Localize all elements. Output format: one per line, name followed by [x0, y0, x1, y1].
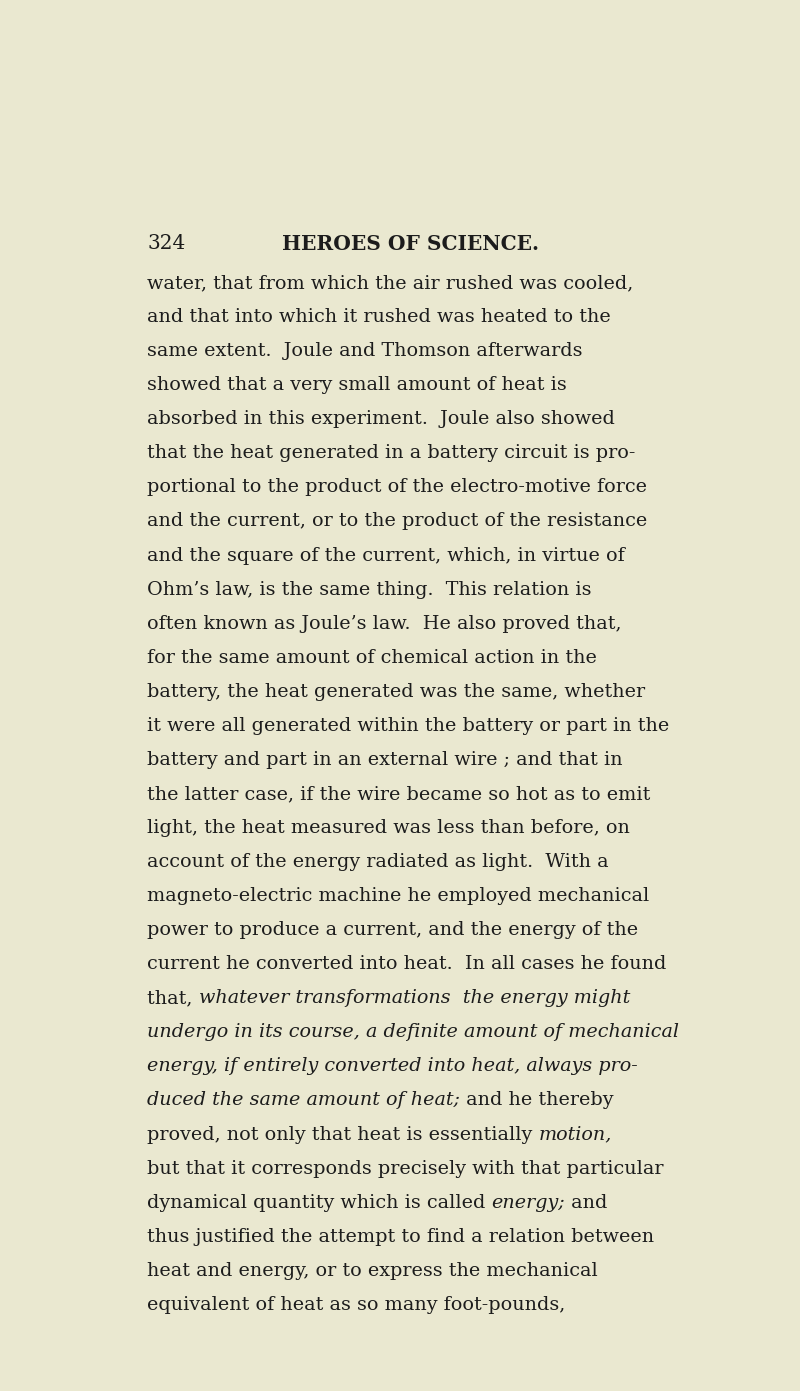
Text: and the square of the current, which, in virtue of: and the square of the current, which, in… — [147, 547, 625, 565]
Text: it were all generated within the battery or part in the: it were all generated within the battery… — [147, 716, 670, 734]
Text: and that into which it rushed was heated to the: and that into which it rushed was heated… — [147, 307, 611, 325]
Text: Ohm’s law, is the same thing.  This relation is: Ohm’s law, is the same thing. This relat… — [147, 580, 592, 598]
Text: that,: that, — [147, 989, 198, 1007]
Text: that the heat generated in a battery circuit is pro-: that the heat generated in a battery cir… — [147, 444, 635, 462]
Text: and: and — [566, 1193, 608, 1212]
Text: portional to the product of the electro-motive force: portional to the product of the electro-… — [147, 479, 647, 497]
Text: water, that from which the air rushed was cooled,: water, that from which the air rushed wa… — [147, 274, 634, 292]
Text: motion,: motion, — [538, 1125, 612, 1143]
Text: proved, not only that heat is essentially: proved, not only that heat is essentiall… — [147, 1125, 538, 1143]
Text: often known as Joule’s law.  He also proved that,: often known as Joule’s law. He also prov… — [147, 615, 622, 633]
Text: dynamical quantity which is called: dynamical quantity which is called — [147, 1193, 492, 1212]
Text: thus justified the attempt to find a relation between: thus justified the attempt to find a rel… — [147, 1228, 654, 1246]
Text: battery, the heat generated was the same, whether: battery, the heat generated was the same… — [147, 683, 646, 701]
Text: and the current, or to the product of the resistance: and the current, or to the product of th… — [147, 512, 647, 530]
Text: heat and energy, or to express the mechanical: heat and energy, or to express the mecha… — [147, 1262, 598, 1280]
Text: 324: 324 — [147, 235, 186, 253]
Text: and he thereby: and he thereby — [460, 1092, 614, 1110]
Text: energy, if entirely converted into heat, always pro-: energy, if entirely converted into heat,… — [147, 1057, 638, 1075]
Text: current he converted into heat.  In all cases he found: current he converted into heat. In all c… — [147, 956, 666, 974]
Text: showed that a very small amount of heat is: showed that a very small amount of heat … — [147, 376, 567, 394]
Text: but that it corresponds precisely with that particular: but that it corresponds precisely with t… — [147, 1160, 664, 1178]
Text: duced the same amount of heat;: duced the same amount of heat; — [147, 1092, 460, 1110]
Text: absorbed in this experiment.  Joule also showed: absorbed in this experiment. Joule also … — [147, 410, 615, 428]
Text: power to produce a current, and the energy of the: power to produce a current, and the ener… — [147, 921, 638, 939]
Text: same extent.  Joule and Thomson afterwards: same extent. Joule and Thomson afterward… — [147, 342, 582, 360]
Text: energy;: energy; — [492, 1193, 566, 1212]
Text: magneto-electric machine he employed mechanical: magneto-electric machine he employed mec… — [147, 887, 650, 906]
Text: account of the energy radiated as light.  With a: account of the energy radiated as light.… — [147, 853, 609, 871]
Text: whatever transformations  the energy might: whatever transformations the energy migh… — [198, 989, 630, 1007]
Text: undergo in its course, a definite amount of mechanical: undergo in its course, a definite amount… — [147, 1024, 679, 1042]
Text: the latter case, if the wire became so hot as to emit: the latter case, if the wire became so h… — [147, 785, 650, 803]
Text: HEROES OF SCIENCE.: HEROES OF SCIENCE. — [282, 235, 538, 255]
Text: battery and part in an external wire ; and that in: battery and part in an external wire ; a… — [147, 751, 622, 769]
Text: equivalent of heat as so many foot-pounds,: equivalent of heat as so many foot-pound… — [147, 1296, 566, 1314]
Text: for the same amount of chemical action in the: for the same amount of chemical action i… — [147, 648, 597, 666]
Text: light, the heat measured was less than before, on: light, the heat measured was less than b… — [147, 819, 630, 837]
